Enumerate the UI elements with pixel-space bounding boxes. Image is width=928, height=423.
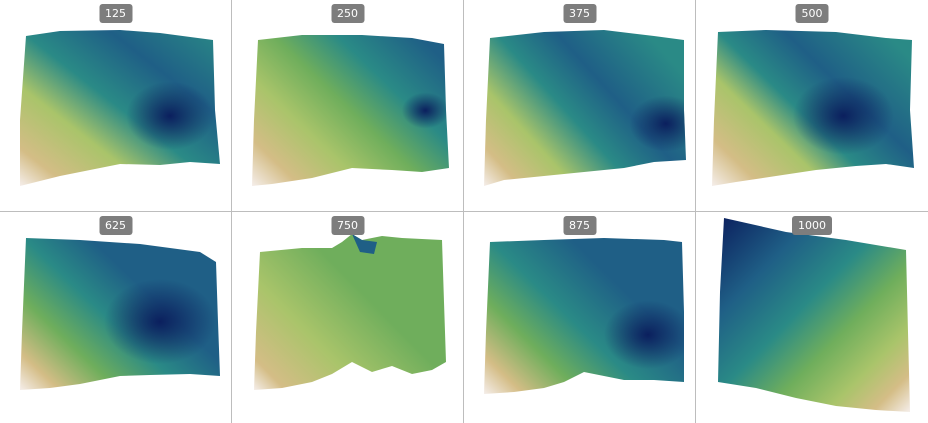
- panel-label: 500: [795, 4, 829, 23]
- terrain-surface: [254, 234, 446, 390]
- panel-875[interactable]: 875: [464, 212, 695, 423]
- divider: [231, 212, 232, 423]
- divider: [463, 212, 464, 423]
- panel-375[interactable]: 375: [464, 0, 695, 211]
- panel-label: 750: [331, 216, 364, 235]
- terrain-surface: [252, 35, 449, 186]
- terrain-surface: [20, 30, 220, 186]
- panel-500[interactable]: 500: [696, 0, 928, 211]
- panel-label: 875: [563, 216, 596, 235]
- terrain-surface: [718, 218, 910, 412]
- panel-label: 375: [563, 4, 596, 23]
- terrain-surface: [484, 30, 686, 186]
- panel-750[interactable]: 750: [232, 212, 463, 423]
- panel-label: 250: [331, 4, 364, 23]
- panel-label: 1000: [792, 216, 832, 235]
- panel-625[interactable]: 625: [0, 212, 231, 423]
- row-divider: [0, 211, 928, 212]
- panel-label: 625: [99, 216, 132, 235]
- divider: [231, 0, 232, 211]
- panel-1000[interactable]: 1000: [696, 212, 928, 423]
- panel-250[interactable]: 250: [232, 0, 463, 211]
- terrain-surface: [20, 238, 220, 390]
- divider: [695, 212, 696, 423]
- terrain-surface: [484, 238, 684, 394]
- divider: [463, 0, 464, 211]
- panel-125[interactable]: 125: [0, 0, 231, 211]
- terrain-surface: [712, 30, 914, 186]
- panel-label: 125: [99, 4, 132, 23]
- divider: [695, 0, 696, 211]
